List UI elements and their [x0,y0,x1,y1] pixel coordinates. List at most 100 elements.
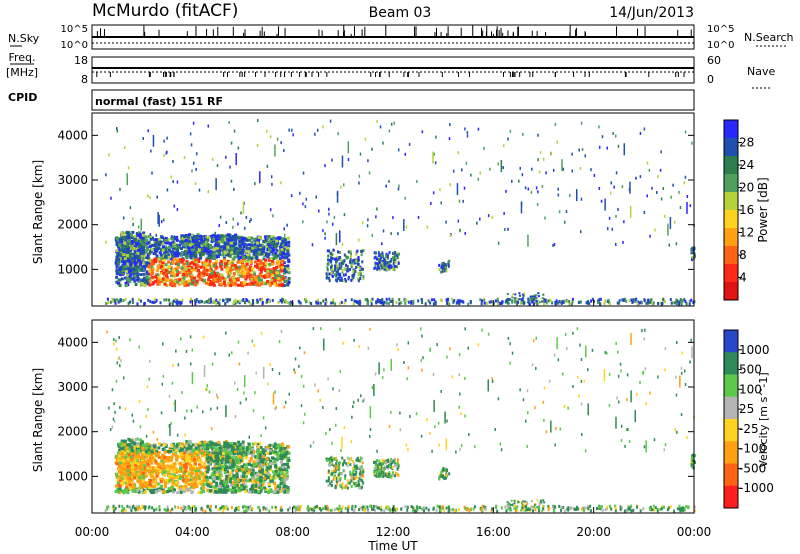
data-cell [219,264,223,268]
data-cell [236,479,240,483]
data-cell [262,264,266,268]
data-cell [276,265,280,269]
data-cell [545,301,548,305]
data-cell [166,136,168,140]
data-cell [275,472,279,476]
data-cell [515,300,518,303]
data-cell [241,275,245,279]
data-cell [129,233,133,237]
y-tick-label: 4000 [57,128,88,142]
data-cell [610,181,612,185]
data-cell [166,449,170,453]
data-cell [361,267,364,271]
data-cell [366,299,369,303]
data-cell [265,252,269,256]
data-cell [116,245,120,249]
data-cell [188,251,192,255]
data-cell [142,455,146,459]
data-cell [385,252,388,256]
data-cell [204,444,208,448]
data-cell [521,300,524,304]
data-cell [476,221,478,225]
data-cell [222,256,226,260]
colorbar-swatch [724,246,738,265]
data-cell [123,448,127,452]
data-cell [326,268,329,272]
data-cell [249,450,253,454]
data-cell [199,470,203,474]
data-cell [131,270,135,274]
data-cell [552,243,554,247]
data-cell [272,253,276,257]
data-cell [331,301,334,305]
data-cell [252,252,256,256]
data-cell [343,253,346,257]
data-cell [152,476,156,480]
data-cell [621,185,624,189]
data-cell [136,302,139,306]
data-cell [285,469,289,473]
data-cell [357,256,360,260]
data-cell [282,284,286,288]
data-cell [275,274,279,278]
data-cell [375,215,377,219]
data-cell [161,245,165,249]
data-cell [271,260,275,264]
data-cell [171,261,175,265]
data-cell [270,443,274,447]
data-cell [164,263,168,267]
data-cell [551,301,554,305]
data-cell [232,244,236,248]
data-cell [205,258,209,262]
data-cell [217,250,221,254]
data-cell [183,445,187,449]
data-cell [240,211,242,215]
data-cell [282,452,286,456]
data-cell [208,299,211,303]
data-cell [160,459,164,463]
data-cell [669,298,672,302]
data-cell [184,267,188,271]
data-cell [148,269,152,273]
data-cell [146,280,150,284]
data-cell [421,301,424,305]
data-cell [221,490,225,494]
data-cell [237,488,241,492]
data-cell [376,267,379,271]
data-cell [124,265,128,269]
data-cell [169,241,173,245]
data-cell [182,262,186,266]
data-cell [326,272,329,276]
data-cell [286,236,290,240]
data-cell [176,245,180,249]
data-cell [127,276,131,280]
data-cell [379,299,382,303]
data-cell [580,197,583,201]
data-cell [349,250,352,254]
data-cell [174,467,178,471]
data-cell [163,139,165,143]
data-cell [115,271,119,275]
data-cell [115,275,119,279]
data-cell [176,280,180,284]
data-cell [275,458,279,462]
data-cell [537,299,540,302]
data-cell [388,251,391,255]
data-cell [164,255,168,259]
data-cell [190,279,194,283]
data-cell [337,250,340,254]
data-cell [393,268,396,272]
data-cell [171,452,175,456]
data-cell [360,249,363,253]
data-cell [140,299,143,303]
nsearch-tick-top: 10^5 [707,24,734,35]
data-cell [429,301,432,305]
data-cell [170,175,173,179]
data-cell [673,220,676,224]
data-cell [236,260,240,264]
data-cell [247,300,250,304]
data-cell [201,245,205,249]
data-cell [139,483,143,487]
data-cell [233,129,236,133]
data-cell [258,457,262,461]
